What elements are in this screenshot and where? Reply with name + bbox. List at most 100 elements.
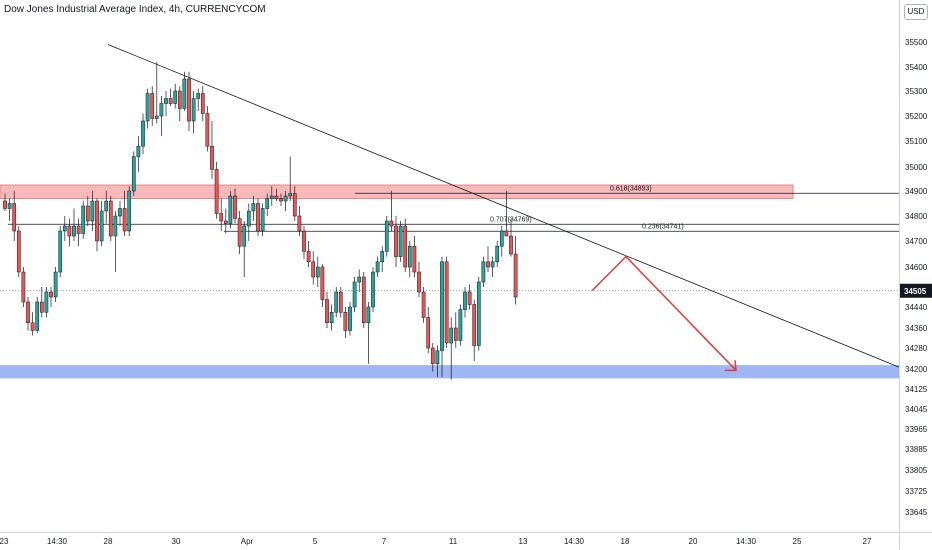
candle[interactable]	[417, 261, 421, 297]
candle[interactable]	[141, 113, 145, 155]
candle[interactable]	[398, 221, 403, 262]
candle[interactable]	[265, 193, 270, 217]
candle[interactable]	[85, 196, 90, 226]
candle[interactable]	[90, 191, 95, 231]
candle[interactable]	[150, 86, 155, 126]
trendline[interactable]	[107, 44, 900, 368]
candle[interactable]	[412, 236, 417, 277]
candle[interactable]	[389, 191, 394, 231]
candle[interactable]	[311, 251, 316, 285]
candle[interactable]	[292, 186, 297, 221]
candle[interactable]	[164, 91, 168, 116]
candle[interactable]	[343, 307, 348, 338]
candle[interactable]	[269, 186, 274, 206]
candle[interactable]	[467, 284, 472, 310]
candle[interactable]	[407, 241, 412, 277]
candle[interactable]	[72, 208, 76, 242]
candle[interactable]	[159, 96, 164, 136]
candle[interactable]	[329, 304, 334, 331]
candle[interactable]	[30, 312, 35, 336]
candle[interactable]	[476, 277, 481, 351]
candle[interactable]	[371, 267, 375, 313]
candle[interactable]	[76, 218, 81, 247]
candle[interactable]	[3, 193, 7, 212]
candle[interactable]	[16, 226, 21, 277]
candle[interactable]	[223, 208, 228, 234]
candle[interactable]	[136, 136, 141, 172]
candle[interactable]	[99, 201, 104, 247]
currency-button[interactable]: USD	[904, 4, 928, 20]
candle[interactable]	[440, 256, 444, 377]
candle[interactable]	[306, 241, 311, 267]
candle[interactable]	[67, 218, 72, 247]
candle[interactable]	[214, 161, 219, 219]
candle[interactable]	[228, 191, 233, 229]
candle[interactable]	[21, 267, 26, 307]
candle[interactable]	[315, 256, 320, 287]
candle[interactable]	[95, 198, 99, 252]
candle[interactable]	[177, 86, 182, 121]
candle[interactable]	[320, 264, 325, 307]
candle[interactable]	[366, 302, 371, 364]
candle[interactable]	[513, 236, 518, 305]
candle[interactable]	[154, 62, 159, 124]
candle[interactable]	[361, 272, 366, 328]
candle[interactable]	[200, 86, 205, 121]
candle[interactable]	[237, 211, 242, 254]
candle[interactable]	[472, 299, 477, 362]
candle[interactable]	[394, 216, 398, 267]
candle[interactable]	[444, 256, 449, 348]
candle[interactable]	[182, 71, 187, 111]
candle[interactable]	[242, 221, 247, 277]
candle[interactable]	[113, 211, 118, 272]
candle[interactable]	[173, 83, 178, 109]
candle[interactable]	[288, 156, 293, 201]
candle[interactable]	[131, 151, 136, 196]
candle[interactable]	[279, 193, 283, 207]
candle[interactable]	[426, 307, 431, 354]
candle[interactable]	[495, 241, 500, 267]
candle[interactable]	[39, 287, 44, 318]
resistance-zone[interactable]	[0, 184, 794, 199]
candle[interactable]	[127, 186, 132, 236]
candle[interactable]	[26, 297, 30, 331]
candle[interactable]	[384, 216, 389, 257]
candle[interactable]	[458, 304, 463, 346]
candle[interactable]	[104, 191, 109, 224]
candle[interactable]	[463, 287, 467, 318]
candle[interactable]	[196, 88, 201, 111]
candle[interactable]	[168, 88, 173, 106]
candle[interactable]	[35, 297, 40, 333]
candle[interactable]	[375, 256, 380, 277]
candle[interactable]	[7, 198, 12, 222]
candle[interactable]	[274, 188, 279, 201]
candle[interactable]	[118, 201, 122, 226]
candle[interactable]	[283, 191, 288, 211]
candle[interactable]	[302, 226, 306, 260]
candle[interactable]	[44, 287, 49, 318]
candle[interactable]	[219, 198, 224, 232]
candle[interactable]	[12, 191, 17, 241]
candle[interactable]	[256, 198, 260, 237]
candle[interactable]	[58, 226, 63, 277]
candle[interactable]	[53, 267, 58, 302]
candle[interactable]	[504, 191, 509, 237]
candle[interactable]	[260, 203, 265, 237]
candle[interactable]	[453, 312, 458, 348]
candle[interactable]	[338, 287, 343, 318]
candle[interactable]	[108, 196, 113, 241]
candle[interactable]	[486, 246, 490, 272]
candle[interactable]	[246, 203, 251, 242]
candle[interactable]	[435, 345, 440, 378]
candle[interactable]	[449, 317, 454, 380]
candle[interactable]	[380, 246, 385, 272]
candle[interactable]	[430, 343, 435, 372]
candle[interactable]	[81, 201, 86, 239]
candle[interactable]	[297, 206, 302, 236]
candle[interactable]	[403, 218, 408, 273]
support-zone[interactable]	[0, 365, 899, 379]
candle[interactable]	[348, 302, 352, 336]
candle[interactable]	[251, 196, 256, 221]
candle[interactable]	[352, 277, 357, 313]
